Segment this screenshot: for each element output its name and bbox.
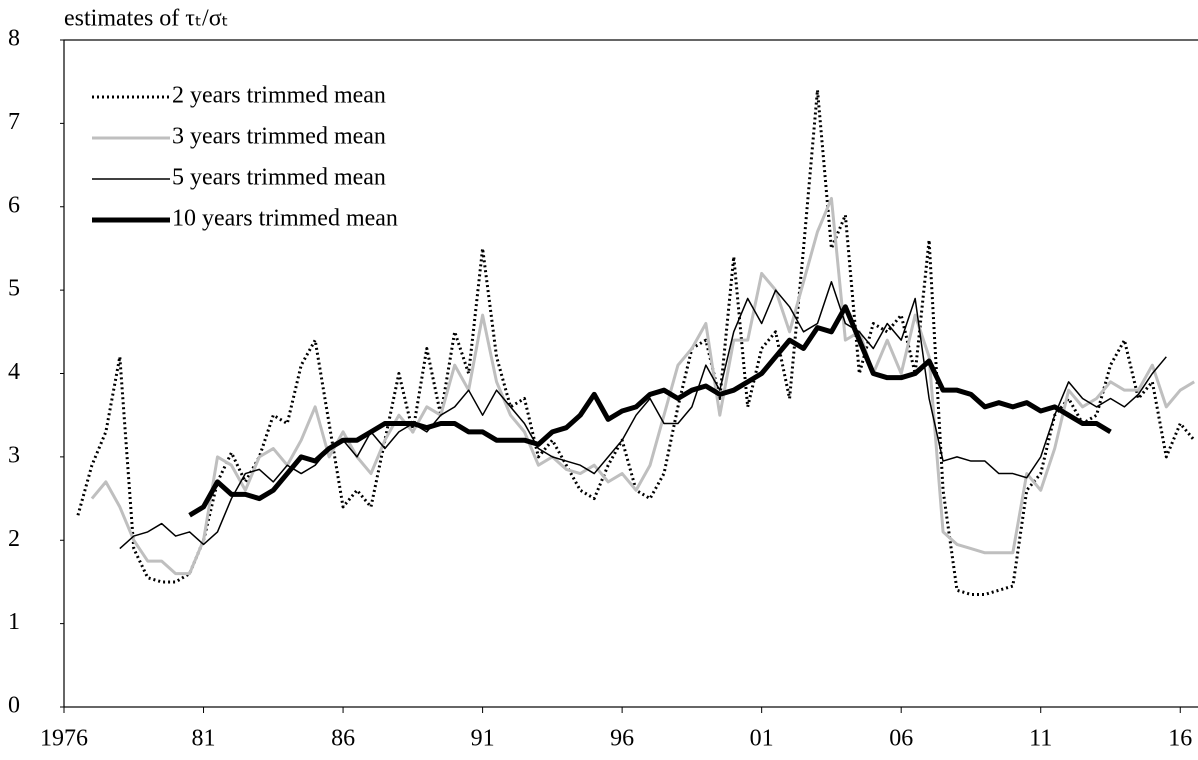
y-tick-label: 7: [8, 109, 20, 135]
series-line: [188, 304, 1112, 518]
y-tick-label: 5: [8, 276, 20, 302]
x-tick-label: 91: [471, 726, 495, 752]
x-tick-label: 81: [192, 726, 216, 752]
y-tick-label: 8: [8, 26, 20, 52]
x-tick-label: 86: [331, 726, 355, 752]
legend-label: 3 years trimmed mean: [172, 124, 386, 150]
series-line: [119, 281, 1167, 550]
x-tick-label: 11: [1029, 726, 1052, 752]
y-tick-label: 1: [8, 609, 20, 635]
y-tick-label: 3: [8, 442, 20, 468]
legend-label: 10 years trimmed mean: [172, 206, 398, 232]
y-tick-label: 4: [8, 359, 20, 385]
x-tick-label: 16: [1168, 726, 1192, 752]
y-tick-label: 6: [8, 192, 20, 218]
y-tick-label: 0: [8, 693, 20, 719]
x-tick-label: 01: [750, 726, 774, 752]
y-axis-label: estimates of τₜ/σₜ: [64, 6, 229, 32]
y-tick-label: 2: [8, 526, 20, 552]
x-tick-label: 06: [889, 726, 913, 752]
legend-label: 2 years trimmed mean: [172, 83, 386, 109]
legend-label: 5 years trimmed mean: [172, 165, 386, 191]
x-tick-label: 96: [610, 726, 634, 752]
series-line: [90, 196, 1195, 576]
x-tick-label: 1976: [40, 726, 88, 752]
